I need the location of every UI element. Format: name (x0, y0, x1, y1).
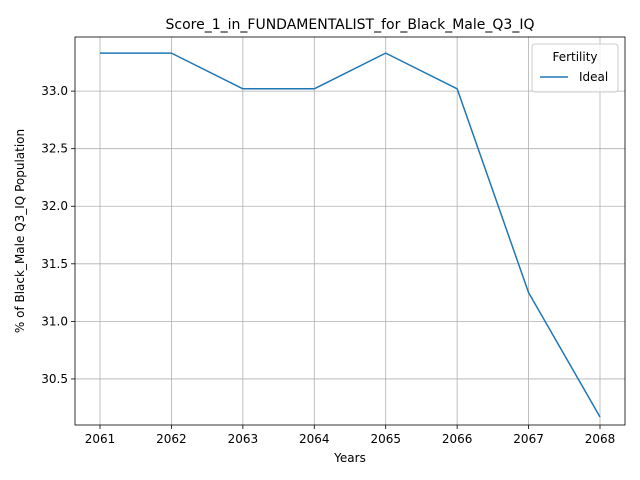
x-tick-label: 2062 (156, 432, 187, 446)
y-tick-label: 30.5 (41, 372, 68, 386)
legend: Fertility Ideal (531, 43, 619, 93)
y-axis-label: % of Black_Male Q3_IQ Population (13, 129, 27, 333)
x-tick-label: 2063 (228, 432, 259, 446)
x-tick-label: 2064 (299, 432, 330, 446)
x-axis: 2061 2062 2063 2064 2065 2066 2067 2068 (85, 425, 616, 446)
legend-title: Fertility (552, 50, 597, 64)
plot-frame (74, 36, 626, 426)
series-layer (100, 52, 601, 418)
y-tick-label: 31.0 (41, 314, 68, 328)
x-axis-label: Years (333, 451, 366, 465)
y-axis: 30.5 31.0 31.5 32.0 32.5 33.0 (41, 84, 75, 386)
grid (75, 37, 625, 425)
x-tick-label: 2068 (585, 432, 616, 446)
legend-label-ideal: Ideal (579, 70, 608, 84)
y-tick-label: 32.0 (41, 199, 68, 213)
y-tick-label: 32.5 (41, 142, 68, 156)
x-tick-label: 2065 (370, 432, 401, 446)
x-tick-label: 2067 (513, 432, 544, 446)
x-tick-label: 2066 (442, 432, 473, 446)
legend-box (531, 43, 619, 93)
y-tick-label: 33.0 (41, 84, 68, 98)
chart-title: Score_1_in_FUNDAMENTALIST_for_Black_Male… (166, 17, 535, 33)
y-tick-label: 31.5 (41, 257, 68, 271)
series-line-ideal (100, 52, 601, 418)
x-tick-label: 2061 (85, 432, 116, 446)
